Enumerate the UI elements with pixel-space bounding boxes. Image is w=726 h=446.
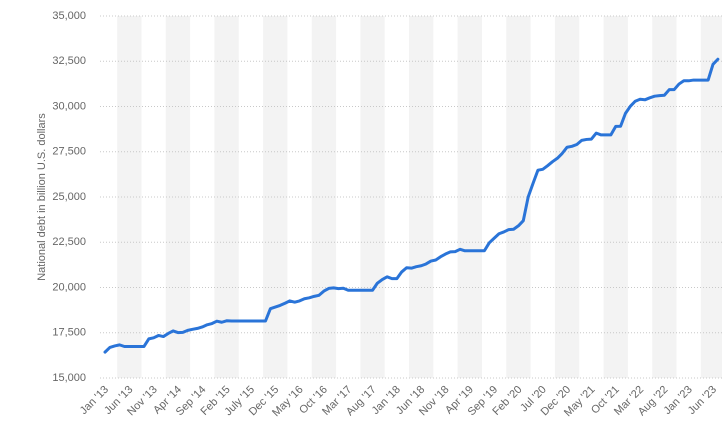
y-tick-label: 32,500 — [52, 55, 86, 67]
y-axis-label: National debt in billion U.S. dollars — [36, 113, 48, 281]
background-band — [554, 16, 580, 378]
y-tick-label: 17,500 — [52, 327, 86, 339]
y-tick-label: 35,000 — [52, 10, 86, 22]
y-tick-label: 22,500 — [52, 236, 86, 248]
data-line — [103, 57, 720, 354]
y-tick-label: 20,000 — [52, 281, 86, 293]
y-tick-label: 15,000 — [52, 372, 86, 384]
y-tick-label: 25,000 — [52, 191, 86, 203]
background-band — [311, 16, 337, 378]
background-band — [117, 16, 142, 378]
y-tick-label: 27,500 — [52, 146, 86, 158]
y-tick-label: 30,000 — [52, 100, 86, 112]
